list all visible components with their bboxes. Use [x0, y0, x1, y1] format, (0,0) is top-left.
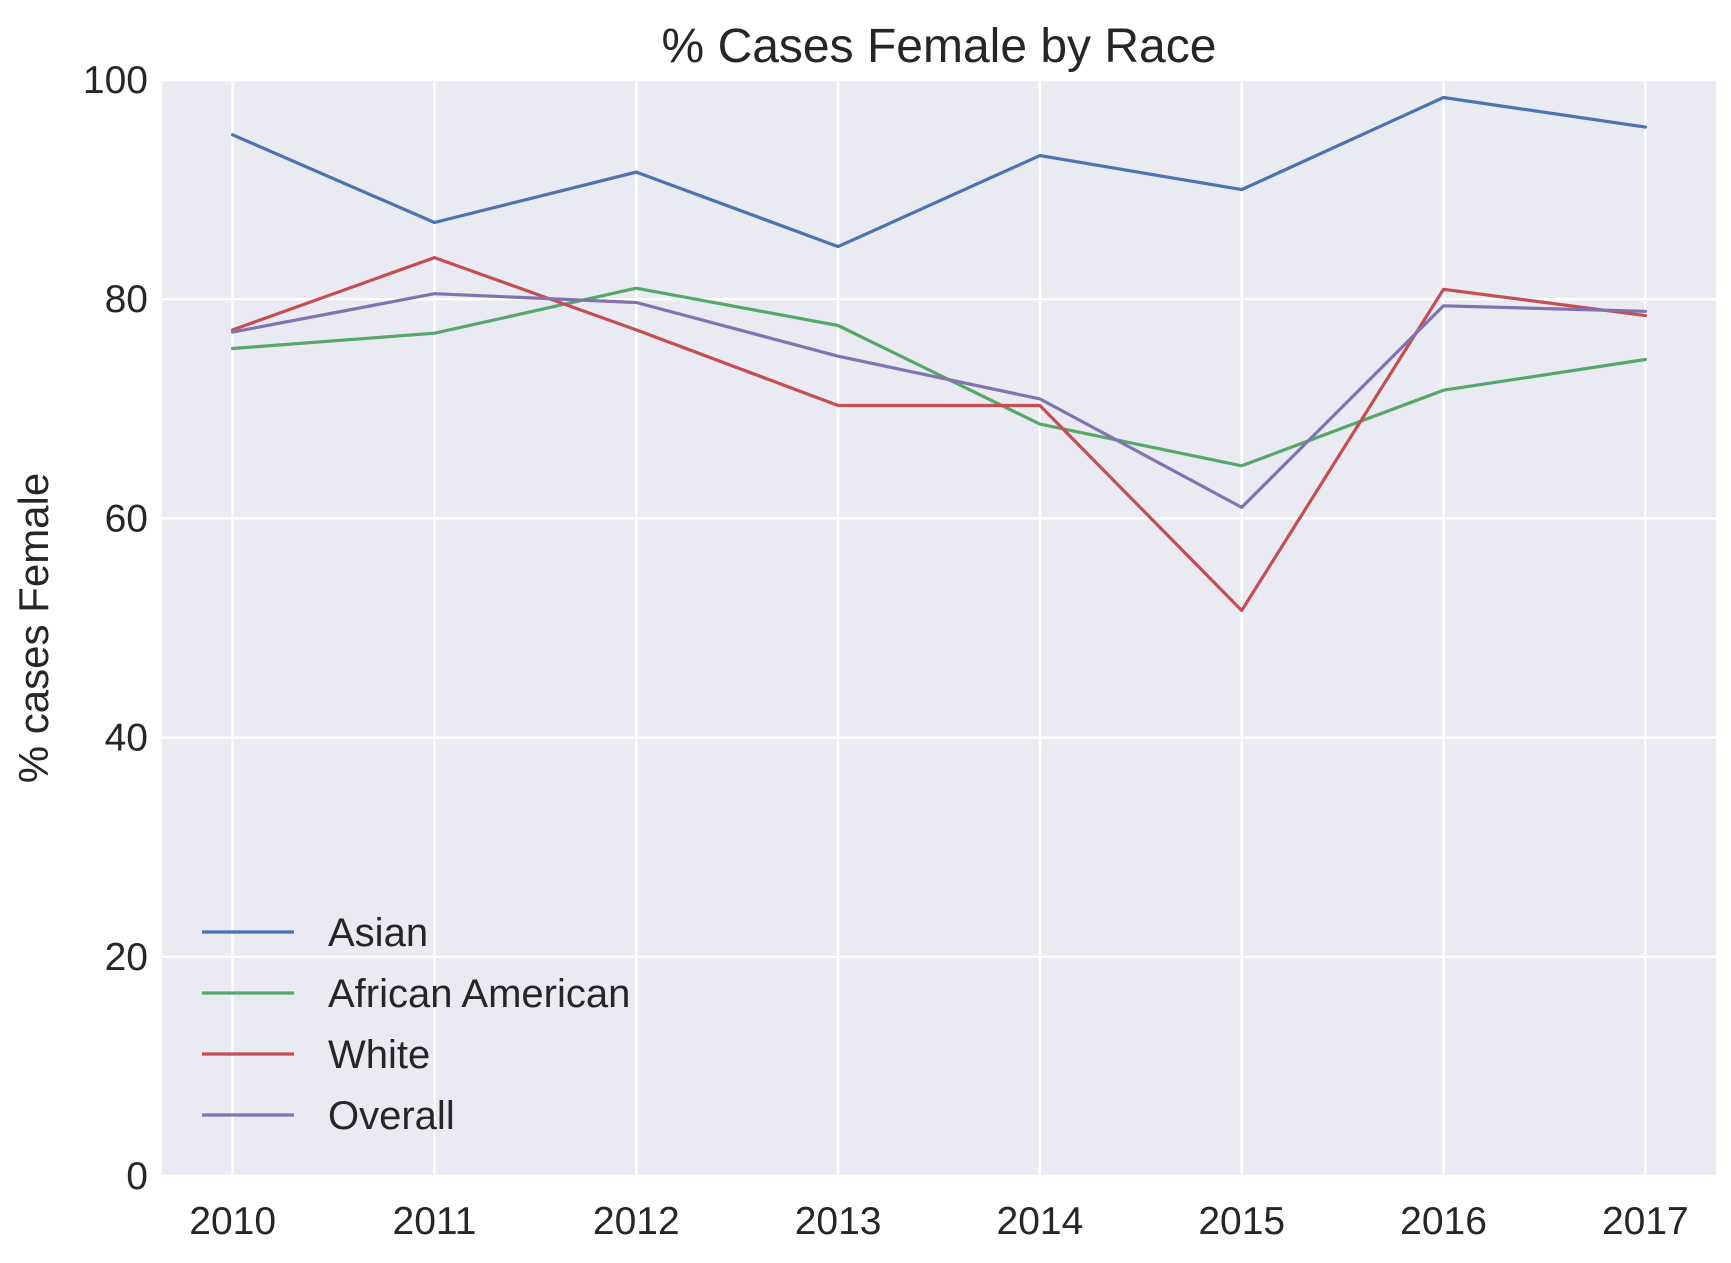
series-lines [231, 95, 1648, 613]
x-tick-label: 2017 [1602, 1200, 1689, 1243]
legend-label: Overall [328, 1094, 455, 1138]
tick-labels: 2010 2011 2012 2013 2014 2015 2016 2017 0 20 40 60 8… [83, 59, 1689, 1243]
series-line-african-american [231, 286, 1648, 468]
legend-label: White [328, 1033, 430, 1077]
y-tick-label: 80 [105, 278, 148, 321]
chart-title: % Cases Female by Race [662, 20, 1217, 73]
x-tick-label: 2013 [795, 1200, 882, 1243]
x-tick-label: 2010 [189, 1200, 276, 1243]
y-tick-label: 20 [105, 936, 148, 979]
series-line-white [231, 256, 1648, 613]
y-tick-label: 60 [105, 497, 148, 540]
x-tick-label: 2011 [393, 1200, 477, 1243]
y-tick-label: 100 [83, 59, 148, 102]
y-tick-label: 0 [126, 1155, 148, 1198]
legend: Asian African American White Overall [202, 911, 630, 1138]
x-tick-label: 2015 [1198, 1200, 1285, 1243]
gridlines [162, 78, 1716, 1178]
y-tick-label: 40 [105, 717, 148, 760]
legend-label: Asian [328, 911, 428, 955]
legend-label: African American [328, 972, 630, 1016]
x-tick-label: 2012 [593, 1200, 680, 1243]
x-tick-label: 2014 [997, 1200, 1084, 1243]
x-tick-label: 2016 [1400, 1200, 1487, 1243]
y-axis-label: % cases Female [10, 473, 57, 783]
series-line-overall [231, 292, 1648, 509]
series-line-asian [231, 95, 1648, 249]
